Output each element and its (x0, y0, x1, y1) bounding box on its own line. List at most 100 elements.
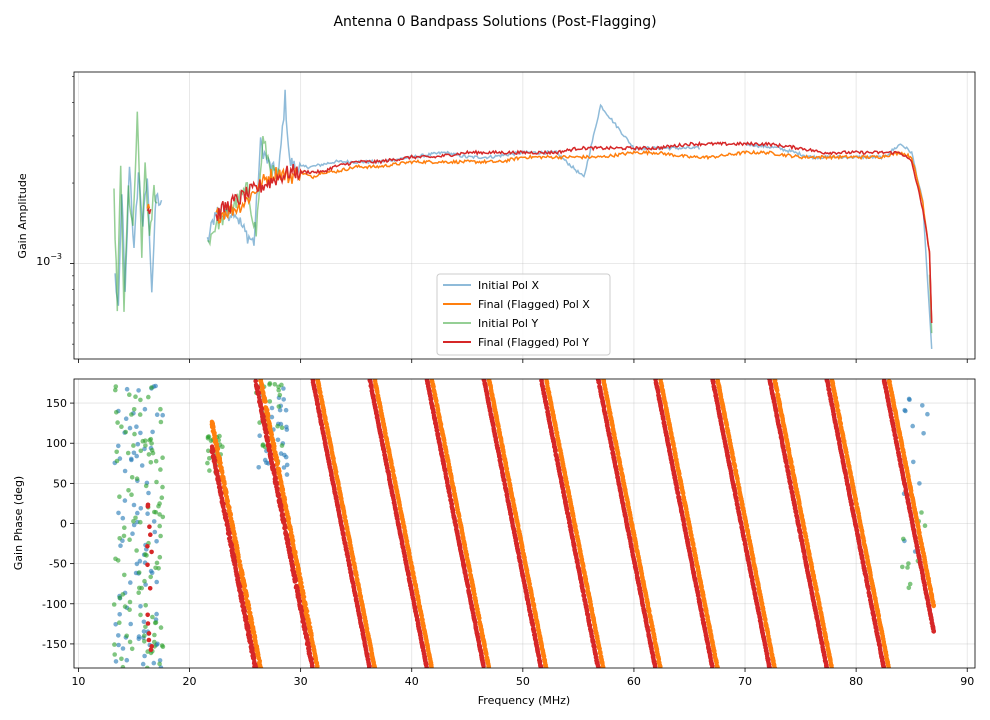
phase-point (334, 469, 339, 475)
phase-point (111, 602, 117, 607)
phase-point (149, 644, 154, 649)
phase-point (284, 472, 290, 477)
amplitude-ytick-label: 10−3 (36, 252, 62, 268)
phase-point (156, 503, 161, 509)
phase-point (131, 443, 136, 448)
phase-point (297, 571, 302, 576)
phase-point (262, 457, 268, 463)
phase-point (120, 515, 126, 521)
phase-point (138, 604, 143, 609)
phase-point (138, 430, 143, 436)
phase-point (153, 620, 159, 625)
legend-entry-initial-x: Initial Pol X (443, 279, 539, 292)
phase-point (205, 460, 210, 466)
phase-point (145, 511, 150, 516)
phase-point (257, 420, 262, 425)
phase-point (158, 625, 164, 630)
phase-point (290, 538, 296, 543)
phase-point (301, 591, 306, 596)
phase-point (142, 406, 148, 412)
phase-point (136, 570, 142, 575)
phase-point (221, 501, 226, 506)
phase-point (138, 612, 143, 618)
phase-point (149, 385, 154, 390)
phase-point (131, 407, 137, 412)
phase-point (272, 382, 278, 387)
phase-point (122, 525, 127, 530)
phase-point (309, 633, 314, 638)
phase-point (131, 450, 137, 456)
phase-point (919, 510, 924, 515)
phase-point (153, 383, 158, 389)
phase-point (135, 441, 141, 447)
amplitude-ticks (70, 76, 968, 363)
phase-point (284, 427, 290, 432)
phase-point (124, 633, 129, 639)
phase-point (272, 443, 277, 449)
phase-point (127, 537, 132, 542)
phase-point (127, 392, 132, 398)
phase-point (127, 599, 133, 605)
phase-point (149, 441, 154, 446)
phase-point (116, 443, 121, 449)
phase-point (134, 476, 140, 482)
legend-label-final-x: Final (Flagged) Pol X (478, 298, 590, 311)
phase-point (118, 543, 123, 548)
phase-point (267, 399, 273, 404)
legend-entry-final-y: Final (Flagged) Pol Y (443, 336, 589, 349)
phase-point (275, 423, 280, 429)
phase-point (160, 484, 165, 490)
phase-point (129, 646, 135, 652)
phase-point (269, 432, 274, 437)
amplitude-series (113, 89, 933, 349)
phase-point (122, 468, 128, 474)
phase-point (283, 454, 289, 460)
phase-point (154, 479, 159, 485)
phase-point (142, 653, 147, 659)
phase-point (901, 536, 906, 542)
phase-point (138, 448, 144, 454)
ytick-exponent: −3 (50, 252, 62, 261)
phase-point (113, 556, 118, 562)
phase-point (219, 491, 224, 497)
phase-point (145, 544, 150, 549)
phase-point (220, 470, 225, 475)
phase-point (142, 633, 147, 639)
phase-point (260, 385, 265, 390)
phase-point (277, 469, 282, 474)
phase-point (906, 561, 911, 566)
phase-point (286, 516, 291, 521)
phase-point (143, 443, 148, 448)
phase-point (116, 633, 121, 638)
phase-point (120, 646, 126, 651)
phase-point (131, 502, 137, 508)
phase-point (142, 639, 147, 644)
phase-point (152, 639, 157, 645)
phase-point (158, 467, 163, 472)
phase-point (910, 423, 915, 429)
amplitude-y-label: Gain Amplitude (16, 173, 29, 258)
phase-point (260, 442, 266, 448)
phase-point (137, 558, 143, 564)
figure-title: Antenna 0 Bandpass Solutions (Post-Flagg… (333, 14, 656, 30)
phase-point (154, 412, 160, 418)
phase-point (275, 461, 280, 466)
phase-point (114, 410, 119, 415)
phase-point (138, 519, 143, 525)
phase-point (143, 552, 148, 557)
phase-point (143, 438, 148, 444)
phase-point (284, 462, 290, 468)
phase-point (127, 607, 132, 612)
phase-point (112, 642, 117, 647)
phase-point (154, 539, 159, 544)
phase-point (143, 624, 148, 630)
phase-point (220, 444, 225, 450)
phase-point (237, 584, 243, 589)
legend-label-initial-y: Initial Pol Y (478, 317, 538, 330)
phase-point (299, 584, 305, 590)
phase-point (907, 581, 913, 587)
phase-point (239, 590, 244, 596)
phase-point (391, 469, 396, 474)
phase-point (925, 411, 930, 417)
